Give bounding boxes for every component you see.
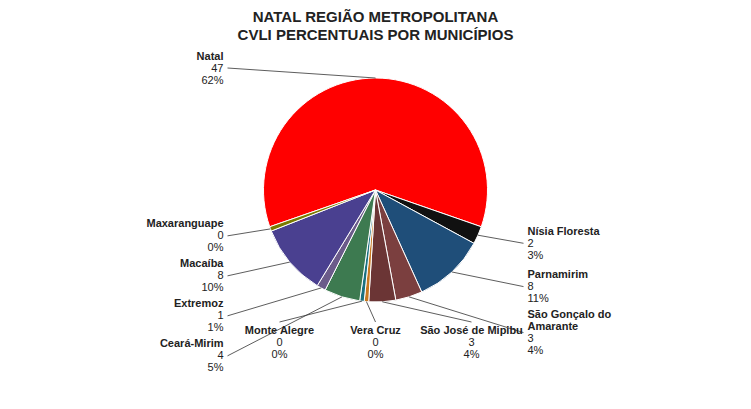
value-label: 0: [217, 229, 223, 241]
leader-line: [478, 235, 524, 243]
slice-label-line: São Gonçalo do: [528, 308, 612, 320]
slice-label-line: Parnamirim: [528, 268, 589, 280]
slice: [271, 190, 375, 286]
percentage-label: 0%: [208, 241, 224, 253]
slice-label: São Gonçalo doAmarante: [528, 308, 612, 332]
value-label: 8: [217, 269, 223, 281]
slice-label-line: Extremoz: [174, 297, 224, 309]
leader-line: [228, 288, 322, 316]
value-label: 0: [276, 336, 282, 348]
slice-label-line: Nísia Floresta: [528, 225, 601, 237]
percentage-label: 0%: [272, 348, 288, 360]
percentage-label: 3%: [528, 249, 544, 261]
value-label: 0: [372, 336, 378, 348]
slice-label-line: Ceará-Mirim: [160, 337, 224, 349]
leader-line: [452, 272, 524, 287]
slice-label-line: Maxaranguape: [146, 217, 223, 229]
pie: [264, 78, 488, 302]
slice-label: Monte Alegre: [245, 324, 314, 336]
percentage-label: 0%: [368, 348, 384, 360]
slice-label-line: São José de Mipibu: [420, 324, 523, 336]
percentage-label: 1%: [208, 321, 224, 333]
leader-line: [366, 302, 375, 322]
title: NATAL REGIÃO METROPOLITANACVLI PERCENTUA…: [238, 8, 514, 43]
leader-line: [228, 68, 376, 78]
slice-label-line: Vera Cruz: [350, 324, 401, 336]
value-label: 8: [528, 280, 534, 292]
percentage-label: 10%: [201, 281, 223, 293]
percentage-label: 4%: [464, 348, 480, 360]
slice-label-line: Monte Alegre: [245, 324, 314, 336]
value-label: 2: [528, 237, 534, 249]
slice-label: São José de Mipibu: [420, 324, 523, 336]
chart: NATAL REGIÃO METROPOLITANACVLI PERCENTUA…: [0, 0, 751, 409]
slice: [270, 190, 376, 231]
leader-line: [228, 262, 290, 276]
slice-label: Ceará-Mirim: [160, 337, 224, 349]
slice-label: Extremoz: [174, 297, 224, 309]
percentage-label: 62%: [201, 74, 223, 86]
value-label: 1: [217, 309, 223, 321]
slice-label: Natal: [197, 50, 224, 62]
percentage-label: 11%: [528, 292, 549, 304]
value-label: 3: [528, 332, 534, 344]
leader-line: [280, 301, 362, 322]
percentage-label: 4%: [528, 344, 544, 356]
title-line: CVLI PERCENTUAIS POR MUNICÍPIOS: [238, 26, 514, 43]
slice-label-line: Natal: [197, 50, 224, 62]
labels: Natal4762%Nísia Floresta23%Parnamirim811…: [146, 50, 611, 374]
value-label: 4: [217, 349, 223, 361]
value-label: 3: [468, 336, 474, 348]
leader-line: [382, 302, 471, 322]
slice-label: Nísia Floresta: [528, 225, 601, 237]
slice-label: Maxaranguape: [146, 217, 223, 229]
leader-line: [228, 297, 342, 356]
percentage-label: 5%: [208, 361, 224, 373]
slice-label-line: Amarante: [528, 320, 579, 332]
value-label: 47: [211, 62, 223, 74]
slice-label: Parnamirim: [528, 268, 589, 280]
slice-label: Macaíba: [180, 257, 224, 269]
title-line: NATAL REGIÃO METROPOLITANA: [253, 8, 499, 25]
slice-label: Vera Cruz: [350, 324, 401, 336]
slice-label-line: Macaíba: [180, 257, 224, 269]
leader-line: [228, 229, 271, 236]
